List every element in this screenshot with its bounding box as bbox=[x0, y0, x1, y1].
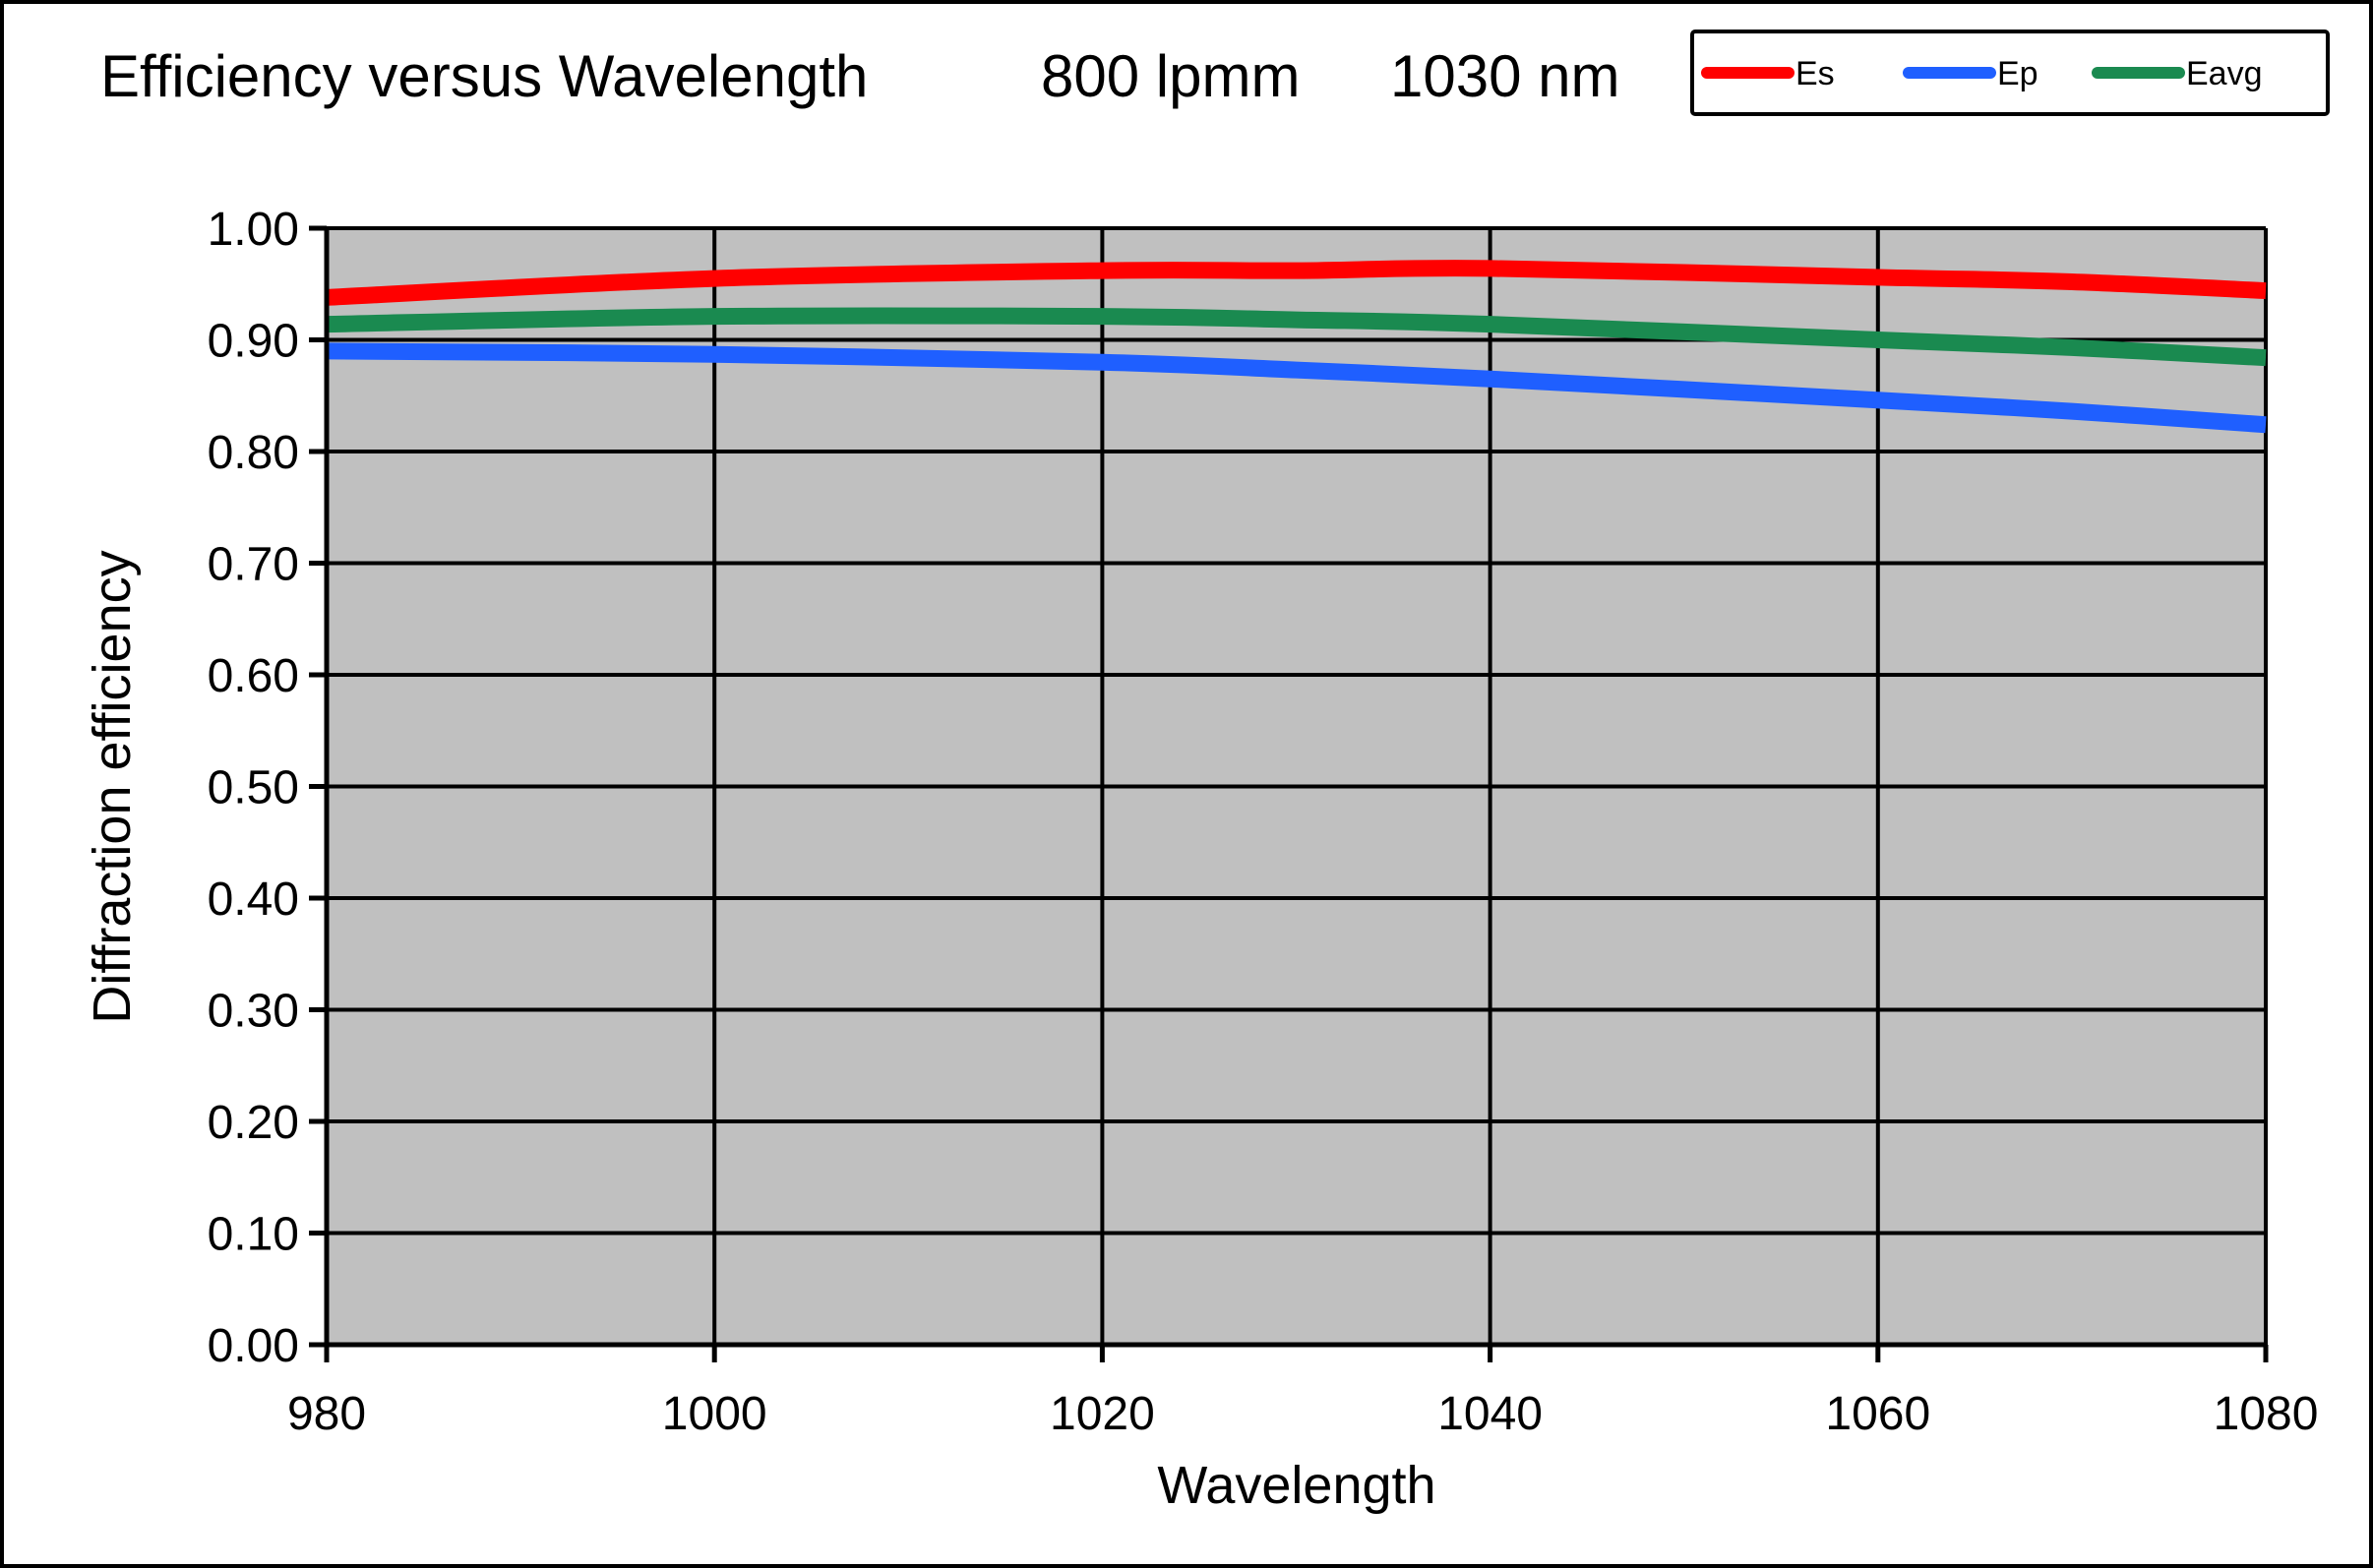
x-tick-label: 1020 bbox=[1050, 1388, 1155, 1440]
x-tick-label: 1040 bbox=[1437, 1388, 1543, 1440]
x-axis-label: Wavelength bbox=[1157, 1456, 1435, 1515]
series-lines bbox=[326, 260, 2267, 434]
y-tick-label: 0.40 bbox=[208, 874, 299, 926]
chart-title-wavelength: 1030 nm bbox=[1390, 43, 1620, 109]
chart-title: Efficiency versus Wavelength bbox=[100, 43, 868, 109]
y-tick-label: 1.00 bbox=[208, 204, 299, 256]
y-tick-label: 0.10 bbox=[208, 1209, 299, 1261]
y-tick-label: 0.60 bbox=[208, 650, 299, 702]
axes bbox=[309, 225, 2269, 1362]
series-line-eavg bbox=[326, 307, 2267, 367]
y-tick-label: 0.30 bbox=[208, 986, 299, 1038]
x-tick-labels: 980 1000 1020 1040 1060 1080 bbox=[287, 1388, 2318, 1440]
legend-box bbox=[1690, 30, 2330, 116]
y-tick-label: 0.20 bbox=[208, 1097, 299, 1149]
y-tick-label: 0.90 bbox=[208, 316, 299, 368]
x-tick-label: 1000 bbox=[662, 1388, 767, 1440]
x-tick-label: 1080 bbox=[2214, 1388, 2319, 1440]
y-tick-label: 0.00 bbox=[208, 1320, 299, 1372]
series-line-es bbox=[326, 260, 2267, 306]
series-line-ep bbox=[326, 342, 2267, 434]
y-tick-label: 0.80 bbox=[208, 427, 299, 479]
legend-label-es: Es bbox=[1795, 55, 1835, 92]
y-axis-label: Diffraction efficiency bbox=[83, 550, 142, 1023]
chart-title-grating: 800 lpmm bbox=[1041, 43, 1300, 109]
y-tick-label: 0.50 bbox=[208, 762, 299, 814]
legend: Es Ep Eavg bbox=[1690, 30, 2330, 116]
x-tick-label: 1060 bbox=[1825, 1388, 1930, 1440]
y-tick-label: 0.70 bbox=[208, 539, 299, 591]
legend-label-ep: Ep bbox=[1997, 55, 2038, 92]
legend-label-eavg: Eavg bbox=[2186, 55, 2263, 92]
gridlines bbox=[325, 226, 2268, 1347]
x-tick-label: 980 bbox=[287, 1388, 366, 1440]
y-tick-labels: 0.00 0.10 0.20 0.30 0.40 0.50 0.60 0.70 0.80 0.90… bbox=[208, 204, 299, 1372]
